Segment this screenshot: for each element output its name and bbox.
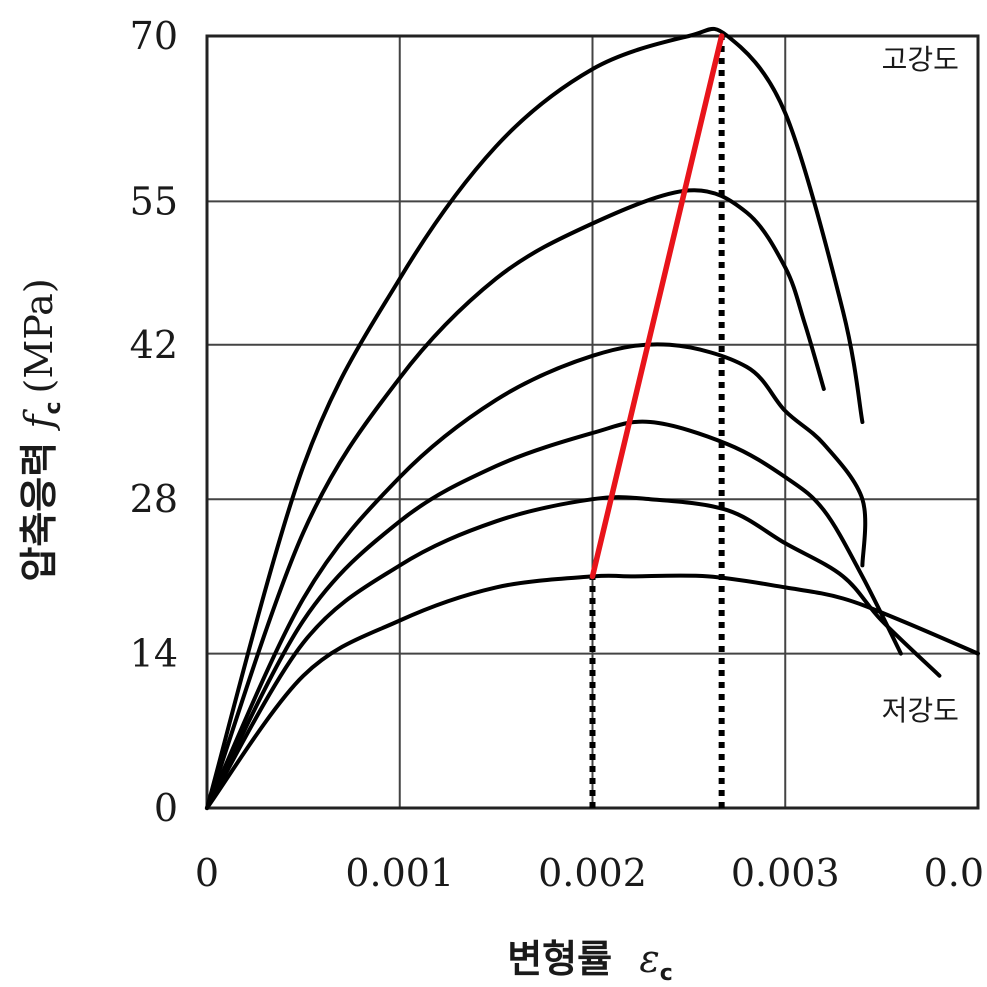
stress-strain-curve-4 (205, 419, 903, 810)
annotation-1: 저강도 (882, 694, 959, 727)
peak-strain-red-line (589, 33, 725, 580)
y-tick-label-1: 14 (130, 632, 178, 676)
dotted-reference-lines (589, 36, 725, 808)
y-tick-label-3: 42 (130, 323, 178, 367)
stress-strain-curve-3 (205, 342, 868, 810)
stress-strain-curve-2 (205, 188, 826, 810)
stress-strain-curve-5 (205, 495, 942, 810)
x-tick-label-4: 0.0 (924, 851, 984, 895)
stress-strain-curve-1 (205, 26, 865, 810)
y-tick-label-5: 70 (130, 14, 178, 58)
annotation-0: 고강도 (882, 43, 959, 76)
x-tick-label-3: 0.003 (731, 851, 840, 895)
y-axis-label: 압축응력 fc(MPa) (17, 278, 66, 581)
y-tick-label-4: 55 (130, 179, 178, 223)
y-tick-label-0: 0 (154, 786, 178, 830)
tick-labels: 0 0.001 0.002 0.003 0.0 0 14 28 42 55 70 (130, 14, 984, 895)
stress-strain-curve-6 (205, 573, 980, 810)
y-tick-label-2: 28 (130, 477, 178, 521)
stress-strain-curves (205, 26, 980, 810)
peak-strain-line (589, 33, 725, 580)
x-tick-label-0: 0 (195, 851, 219, 895)
x-axis-label: 변형률 εc (507, 937, 673, 986)
x-tick-label-2: 0.002 (538, 851, 647, 895)
x-tick-label-1: 0.001 (345, 851, 454, 895)
